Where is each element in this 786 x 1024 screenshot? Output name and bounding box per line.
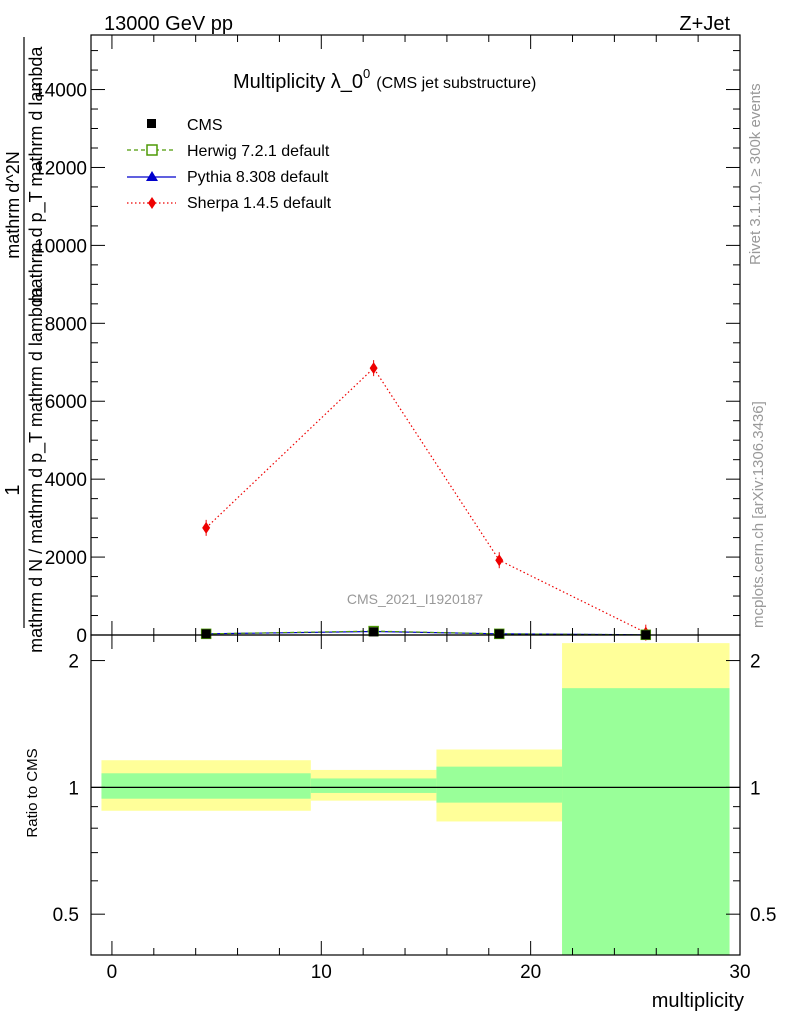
ratio-plot-frame — [90, 634, 741, 956]
legend-label-cms: CMS — [187, 117, 223, 134]
ratio-plot-data — [91, 643, 740, 955]
legend-item-herwig: Herwig 7.2.1 default — [127, 143, 330, 160]
legend-item-sherpa: Sherpa 1.4.5 default — [127, 195, 332, 212]
y-tick-label: 12000 — [34, 158, 87, 179]
y-tick-label: 6000 — [45, 392, 87, 413]
sherpa-marker-icon — [148, 197, 156, 209]
legend-item-cms: CMS — [147, 117, 223, 134]
uncertainty-band-inner — [101, 773, 311, 799]
y-tick-label: 4000 — [45, 470, 87, 491]
data-point-sherpa — [202, 521, 211, 534]
x-axis-label: multiplicity — [652, 990, 744, 1012]
rivet-version-label: Rivet 3.1.10, ≥ 300k events — [747, 83, 764, 265]
ratio-y-tick-label-right: 2 — [750, 652, 761, 673]
plot-title-superscript: 0 — [363, 66, 370, 81]
data-point-cms — [494, 629, 504, 639]
ratio-y-tick-label-right: 1 — [750, 778, 761, 799]
plot-title: Multiplicity λ_00 (CMS jet substructure) — [233, 66, 536, 93]
legend-item-pythia: Pythia 8.308 default — [127, 169, 329, 186]
y-tick-label: 8000 — [45, 314, 87, 335]
uncertainty-band-inner — [562, 688, 730, 955]
x-tick-label: 10 — [311, 962, 332, 983]
plot-title-subtitle: (CMS jet substructure) — [376, 75, 536, 92]
process-label: Z+Jet — [679, 13, 730, 35]
data-point-sherpa — [369, 362, 378, 375]
energy-label: 13000 GeV pp — [104, 13, 233, 35]
y-label-alt-denominator: mathrm d p_T mathrm d lambda — [26, 46, 47, 304]
pythia-marker-icon — [146, 171, 158, 181]
watermark: CMS_2021_I1920187 — [347, 591, 483, 607]
legend-label-pythia: Pythia 8.308 default — [187, 169, 329, 186]
y-tick-label: 2000 — [45, 548, 87, 569]
uncertainty-band-inner — [436, 766, 563, 803]
x-tick-label: 0 — [107, 962, 118, 983]
ratio-y-tick-label: 0.5 — [53, 905, 79, 926]
ratio-y-tick-label-right: 0.5 — [750, 905, 776, 926]
data-point-cms — [369, 627, 379, 637]
herwig-marker-icon — [146, 144, 158, 156]
y-tick-label: 10000 — [34, 236, 87, 257]
y-label-alt-numerator: mathrm d^2N — [3, 151, 23, 258]
cms-marker-icon — [147, 119, 156, 128]
uncertainty-band-inner — [310, 778, 437, 793]
ratio-y-axis-label: Ratio to CMS — [24, 748, 41, 837]
y-tick-label: 0 — [76, 626, 87, 647]
ratio-y-tick-label: 1 — [68, 778, 79, 799]
main-y-axis-label: 1 mathrm d N / mathrm d p_T mathrm d lam… — [2, 37, 47, 653]
y-label-numerator: 1 — [2, 484, 24, 495]
y-label-denominator: mathrm d N / mathrm d p_T mathrm d lambd… — [26, 286, 47, 653]
y-tick-label: 14000 — [34, 81, 87, 102]
data-point-sherpa — [495, 554, 504, 567]
mcplots-label: mcplots.cern.ch [arXiv:1306.3436] — [750, 401, 767, 628]
legend-label-sherpa: Sherpa 1.4.5 default — [187, 195, 332, 212]
plot-title-main: Multiplicity λ_0 — [233, 71, 363, 93]
main-plot-panel: 0 2000 4000 6000 8000 10000 12000 14000 CMS_202… — [2, 34, 741, 653]
legend-label-herwig: Herwig 7.2.1 default — [187, 143, 330, 160]
ratio-plot-panel: 0.5 0.51 12 20 10 20 30 Ratio to CMS multiplic… — [24, 634, 776, 1012]
legend: CMS Herwig 7.2.1 default Pythia 8.308 de… — [127, 117, 332, 212]
ratio-plot-ticks: 0.5 0.51 12 20 10 20 30 — [53, 635, 776, 983]
main-plot-ticks: 0 2000 4000 6000 8000 10000 12000 14000 — [34, 35, 741, 647]
data-point-cms — [201, 629, 211, 639]
ratio-y-tick-label: 2 — [68, 652, 79, 673]
x-tick-label: 30 — [729, 962, 750, 983]
x-tick-label: 20 — [520, 962, 541, 983]
